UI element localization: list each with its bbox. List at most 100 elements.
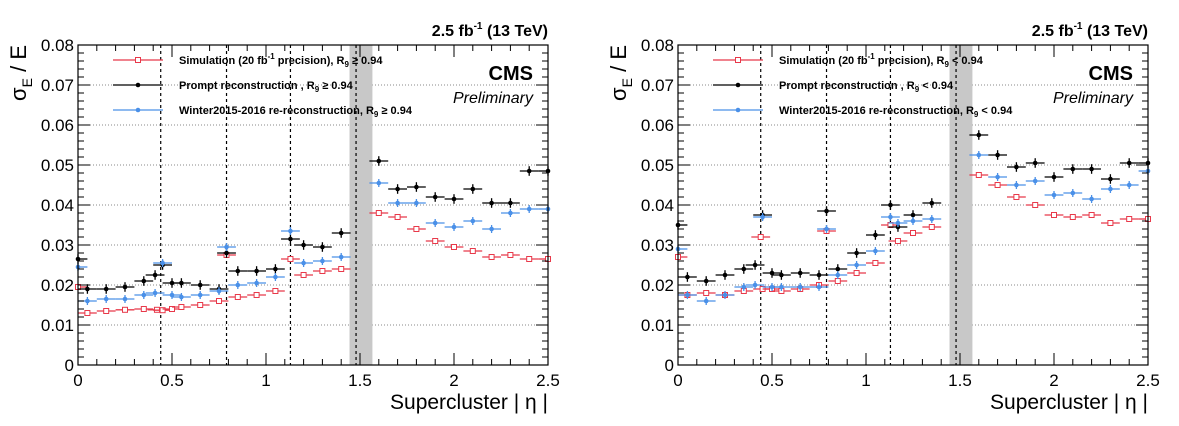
gap-band (349, 45, 373, 365)
marker-dot (1070, 190, 1076, 196)
y-tick-label: 0.04 (641, 196, 674, 215)
x-tick-label: 1 (861, 371, 870, 390)
data-point (388, 184, 407, 194)
data-point (1119, 158, 1139, 168)
marker-dot (338, 254, 344, 260)
y-tick-label: 0.02 (641, 276, 674, 295)
y-tick-label: 0.01 (641, 316, 674, 335)
cms-label: CMS (1089, 63, 1133, 85)
marker-square (338, 266, 345, 272)
marker-dot (141, 278, 147, 284)
marker-dot (779, 272, 784, 278)
data-point (115, 295, 135, 303)
data-point (425, 219, 445, 227)
legend-label: Prompt reconstruction , R9 < 0.94 (779, 80, 954, 94)
marker-square (469, 248, 476, 254)
data-point (1007, 162, 1026, 172)
data-point (115, 282, 135, 292)
data-point (922, 224, 942, 230)
data-point (78, 310, 97, 316)
marker-dot (288, 228, 293, 234)
data-point (313, 242, 332, 252)
marker-dot (741, 266, 747, 272)
marker-square (287, 256, 294, 262)
data-point (228, 294, 248, 300)
data-point (501, 252, 520, 258)
data-point (772, 270, 791, 280)
marker-dot (1089, 196, 1094, 202)
data-point (675, 254, 688, 260)
marker-dot (526, 206, 532, 212)
data-point (425, 238, 445, 244)
x-axis-title: Supercluster | η | (390, 391, 548, 414)
data-point (134, 276, 154, 286)
data-point (696, 276, 716, 286)
y-tick-label: 0.01 (41, 316, 74, 335)
marker-dot (338, 230, 344, 236)
data-point (745, 260, 765, 270)
data-point (696, 297, 716, 305)
data-point (790, 268, 810, 278)
data-point (501, 209, 520, 217)
marker-square (432, 238, 439, 244)
marker-square (507, 252, 514, 258)
marker-dot (995, 174, 1000, 180)
x-axis-title: Supercluster | η | (990, 391, 1148, 414)
data-point (153, 259, 172, 267)
marker-square (197, 302, 204, 308)
x-tick-label: 0 (673, 371, 682, 390)
legend-marker-square (135, 57, 141, 63)
data-point (134, 306, 154, 312)
marker-square (1107, 220, 1114, 226)
marker-dot (685, 292, 690, 298)
marker-square (894, 238, 901, 244)
data-point (281, 256, 300, 262)
marker-square (1126, 216, 1133, 222)
data-point (1119, 181, 1139, 189)
legend-marker-dot (135, 82, 141, 88)
marker-dot (1070, 166, 1076, 172)
data-point (482, 198, 501, 208)
marker-dot (85, 298, 90, 304)
marker-dot (854, 262, 859, 268)
marker-square (122, 306, 128, 313)
marker-dot (216, 288, 222, 294)
marker-square (526, 256, 533, 262)
marker-square (834, 278, 841, 284)
data-point (809, 283, 829, 291)
data-point (463, 248, 483, 254)
legend-marker-dot (735, 82, 741, 88)
marker-dot (169, 292, 175, 298)
marker-dot (179, 280, 184, 286)
marker-square (253, 292, 260, 298)
data-point (809, 270, 829, 280)
marker-dot (103, 286, 109, 292)
marker-dot (376, 180, 382, 186)
marker-dot (685, 274, 690, 280)
marker-square (1069, 214, 1076, 220)
data-point (145, 270, 165, 280)
marker-dot (888, 214, 893, 220)
data-point (969, 172, 989, 178)
marker-dot (910, 212, 916, 218)
data-point (247, 279, 266, 287)
data-point (1007, 181, 1026, 189)
marker-dot (224, 250, 229, 256)
data-point (294, 272, 313, 278)
y-axis-title: σE / E (606, 45, 635, 101)
marker-dot (489, 226, 494, 232)
data-point (217, 243, 236, 251)
legend-entry: Prompt reconstruction , R9 < 0.94 (713, 80, 954, 94)
marker-dot (752, 262, 758, 268)
marker-square (910, 230, 916, 236)
marker-dot (895, 220, 901, 226)
marker-dot (432, 194, 438, 200)
marker-dot (508, 200, 513, 206)
marker-dot (432, 220, 438, 226)
marker-dot (489, 200, 494, 206)
data-point (425, 192, 445, 202)
data-point (444, 244, 464, 250)
marker-square (1051, 212, 1057, 218)
data-point (751, 234, 771, 240)
marker-dot (816, 284, 822, 290)
